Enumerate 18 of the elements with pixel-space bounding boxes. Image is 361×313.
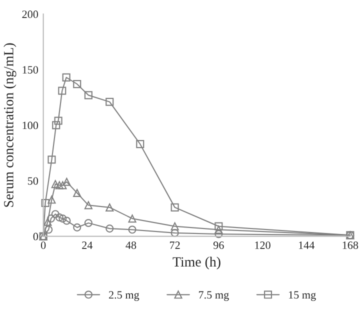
- legend-label: 2.5 mg: [108, 291, 140, 301]
- x-tick-label: 24: [82, 242, 93, 249]
- x-tick-label: 144: [298, 242, 314, 249]
- y-tick-label: 150: [22, 66, 38, 74]
- x-tick-label: 120: [255, 241, 270, 249]
- x-tick-label: 96: [213, 242, 224, 249]
- x-tick-label: 168: [342, 241, 358, 249]
- legend-label: 7.5 mg: [198, 291, 229, 301]
- x-axis-title: Time (h): [172, 256, 220, 270]
- x-tick-label: 72: [170, 242, 180, 249]
- y-tick-label: 50: [28, 177, 38, 185]
- y-tick-label: 0: [33, 232, 38, 240]
- legend-label: 15 mg: [288, 291, 316, 301]
- x-tick-label: 48: [126, 241, 136, 249]
- x-tick-label: 0: [40, 241, 46, 249]
- y-axis-title: Serum concentration (ng/mL): [4, 43, 16, 207]
- y-tick-label: 200: [22, 10, 38, 18]
- y-tick-label: 100: [22, 122, 38, 130]
